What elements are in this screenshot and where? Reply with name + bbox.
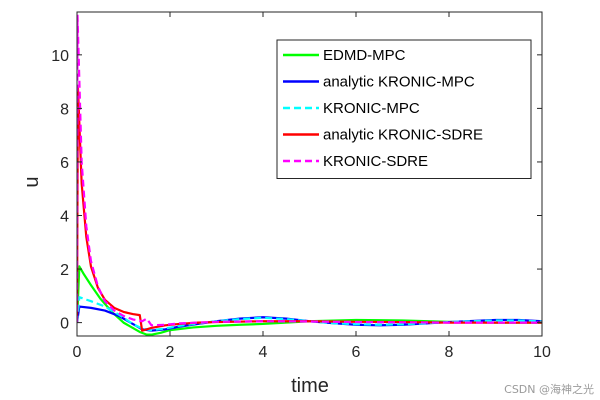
y-tick-label: 8 bbox=[60, 101, 69, 118]
y-tick-label: 4 bbox=[60, 209, 69, 226]
x-tick-label: 4 bbox=[259, 344, 268, 361]
ticks-layer: 0 2 4 6 8 10 0 2 4 6 8 10 bbox=[51, 12, 551, 361]
series-line-4 bbox=[77, 13, 542, 327]
x-axis-label: time bbox=[291, 375, 329, 397]
x-tick-label: 2 bbox=[166, 344, 175, 361]
legend-box bbox=[276, 39, 532, 179]
legend-label-2: KRONIC-MPC bbox=[323, 100, 420, 117]
series-line-0 bbox=[77, 265, 542, 336]
x-tick-label: 10 bbox=[533, 344, 551, 361]
y-tick-label: 6 bbox=[60, 155, 69, 172]
x-tick-label: 8 bbox=[445, 344, 454, 361]
y-tick-label: 2 bbox=[60, 262, 69, 279]
legend-label-1: analytic KRONIC-MPC bbox=[323, 74, 475, 91]
y-axis-label: u bbox=[21, 176, 43, 187]
y-tick-label: 0 bbox=[60, 316, 69, 333]
legend: EDMD-MPC analytic KRONIC-MPC KRONIC-MPC ana… bbox=[276, 39, 532, 179]
legend-label-3: analytic KRONIC-SDRE bbox=[323, 127, 483, 144]
legend-label-4: KRONIC-SDRE bbox=[323, 153, 428, 170]
x-tick-label: 0 bbox=[73, 344, 82, 361]
y-tick-label: 10 bbox=[51, 48, 69, 65]
x-tick-label: 6 bbox=[352, 344, 361, 361]
legend-label-0: EDMD-MPC bbox=[323, 47, 406, 64]
plot-frame bbox=[76, 11, 543, 337]
series-layer bbox=[77, 13, 542, 336]
watermark-text: CSDN @海神之光 bbox=[504, 382, 594, 396]
